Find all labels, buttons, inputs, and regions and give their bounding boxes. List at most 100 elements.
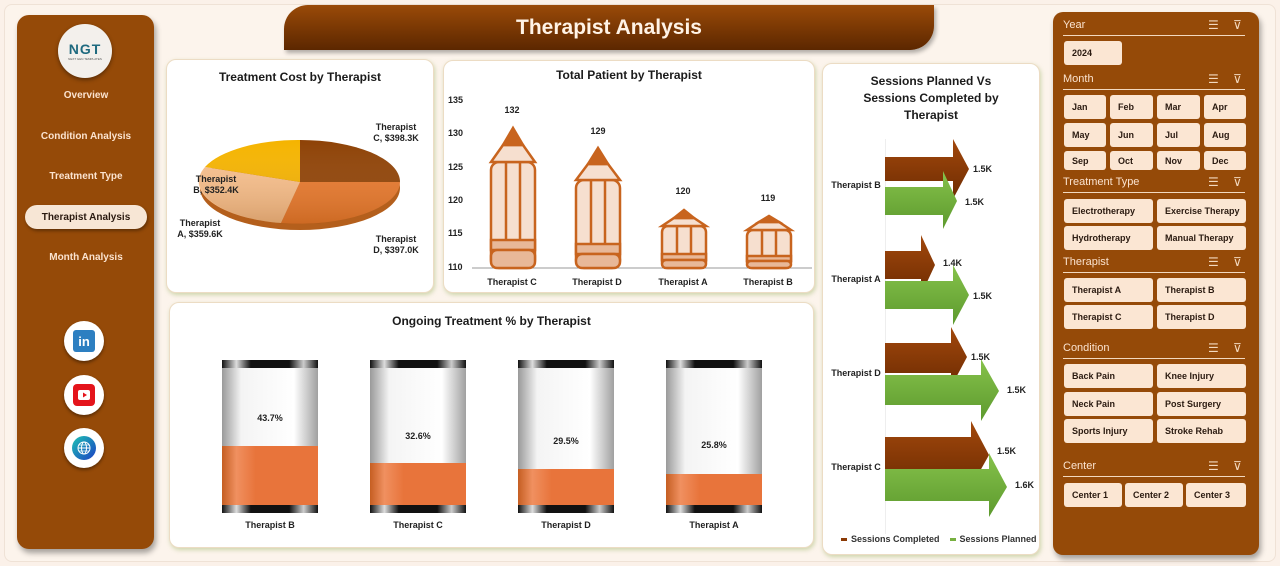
logo-subtext: NEXT GEN TEMPLATES bbox=[68, 57, 102, 61]
month-mar[interactable]: Mar bbox=[1157, 95, 1200, 119]
clear-filter-icon[interactable]: ⊽ bbox=[1233, 255, 1242, 269]
treatment-cost-chart: Treatment Cost by Therapist Therapist B, … bbox=[166, 59, 434, 293]
y-tick: 120 bbox=[448, 195, 464, 205]
website-button[interactable] bbox=[64, 428, 104, 468]
center-1[interactable]: Center 1 bbox=[1064, 483, 1122, 507]
arrow-a-planned[interactable] bbox=[885, 265, 969, 325]
center-2[interactable]: Center 2 bbox=[1125, 483, 1183, 507]
value-label: 1.5K bbox=[971, 352, 991, 362]
month-sep[interactable]: Sep bbox=[1064, 151, 1106, 170]
cylinder-therapist-a[interactable] bbox=[666, 360, 762, 513]
month-jul[interactable]: Jul bbox=[1157, 123, 1200, 147]
pie-label-d: Therapist D, $397.0K bbox=[373, 234, 419, 255]
condition-knee-injury[interactable]: Knee Injury bbox=[1157, 364, 1246, 388]
legend-planned[interactable]: Sessions Planned bbox=[949, 534, 1037, 544]
value-label: 132 bbox=[504, 105, 520, 115]
condition-sports-injury[interactable]: Sports Injury bbox=[1064, 419, 1153, 443]
treatment-exercise[interactable]: Exercise Therapy bbox=[1157, 199, 1246, 223]
multiselect-icon[interactable]: ☰ bbox=[1208, 72, 1219, 86]
multiselect-icon[interactable]: ☰ bbox=[1208, 459, 1219, 473]
sessions-chart: Sessions Planned Vs Sessions Completed b… bbox=[822, 63, 1040, 555]
bar-therapist-a[interactable] bbox=[657, 208, 711, 270]
year-2024[interactable]: 2024 bbox=[1064, 41, 1122, 65]
month-jan[interactable]: Jan bbox=[1064, 95, 1106, 119]
month-dec[interactable]: Dec bbox=[1204, 151, 1246, 170]
slicer-therapist-header: Therapist ☰ ⊽ bbox=[1063, 253, 1245, 273]
chart-legend: Sessions Completed Sessions Planned bbox=[841, 534, 1037, 544]
multiselect-icon[interactable]: ☰ bbox=[1208, 255, 1219, 269]
month-may[interactable]: May bbox=[1064, 123, 1106, 147]
linkedin-button[interactable]: in bbox=[64, 321, 104, 361]
value-label: 43.7% bbox=[257, 413, 283, 423]
arrow-a-completed[interactable] bbox=[885, 235, 935, 295]
clear-filter-icon[interactable]: ⊽ bbox=[1233, 72, 1242, 86]
nav-therapist-analysis[interactable]: Therapist Analysis bbox=[25, 205, 147, 229]
y-tick: 110 bbox=[448, 262, 463, 272]
condition-back-pain[interactable]: Back Pain bbox=[1064, 364, 1153, 388]
therapist-c[interactable]: Therapist C bbox=[1064, 305, 1153, 329]
value-label: 1.5K bbox=[1007, 385, 1027, 395]
arrow-d-completed[interactable] bbox=[885, 327, 967, 387]
nav-month-analysis[interactable]: Month Analysis bbox=[49, 251, 123, 263]
nav-treatment-type[interactable]: Treatment Type bbox=[49, 170, 123, 182]
therapist-a[interactable]: Therapist A bbox=[1064, 278, 1153, 302]
arrow-c-completed[interactable] bbox=[885, 421, 989, 487]
bar-therapist-d[interactable] bbox=[573, 145, 623, 270]
clear-filter-icon[interactable]: ⊽ bbox=[1233, 341, 1242, 355]
condition-neck-pain[interactable]: Neck Pain bbox=[1064, 392, 1153, 416]
slicer-treatment-header: Treatment Type ☰ ⊽ bbox=[1063, 173, 1245, 193]
multiselect-icon[interactable]: ☰ bbox=[1208, 341, 1219, 355]
clear-filter-icon[interactable]: ⊽ bbox=[1233, 459, 1242, 473]
arrow-b-completed[interactable] bbox=[885, 139, 969, 199]
value-label: 1.6K bbox=[1015, 480, 1035, 490]
month-oct[interactable]: Oct bbox=[1110, 151, 1153, 170]
bar-therapist-b[interactable] bbox=[742, 214, 796, 270]
cylinder-therapist-d[interactable] bbox=[518, 360, 614, 513]
arrow-c-planned[interactable] bbox=[885, 453, 1007, 517]
condition-stroke-rehab[interactable]: Stroke Rehab bbox=[1157, 419, 1246, 443]
chart-title: Total Patient by Therapist bbox=[556, 68, 702, 82]
svg-text:in: in bbox=[78, 334, 90, 349]
nav-condition-analysis[interactable]: Condition Analysis bbox=[40, 130, 132, 142]
multiselect-icon[interactable]: ☰ bbox=[1208, 18, 1219, 32]
month-feb[interactable]: Feb bbox=[1110, 95, 1153, 119]
condition-post-surgery[interactable]: Post Surgery bbox=[1157, 392, 1246, 416]
value-label: 119 bbox=[760, 193, 776, 203]
value-label: 1.5K bbox=[973, 291, 993, 301]
center-3[interactable]: Center 3 bbox=[1186, 483, 1246, 507]
y-tick: 130 bbox=[448, 128, 464, 138]
slicer-month-header: Month ☰ ⊽ bbox=[1063, 70, 1245, 90]
month-jun[interactable]: Jun bbox=[1110, 123, 1153, 147]
pie-chart bbox=[198, 139, 400, 230]
globe-icon bbox=[72, 436, 96, 460]
month-aug[interactable]: Aug bbox=[1204, 123, 1246, 147]
therapist-d[interactable]: Therapist D bbox=[1157, 305, 1246, 329]
value-label: 25.8% bbox=[701, 440, 727, 450]
cylinder-therapist-c[interactable] bbox=[370, 360, 466, 513]
treatment-manual[interactable]: Manual Therapy bbox=[1157, 226, 1246, 250]
bar-therapist-c[interactable] bbox=[488, 125, 538, 270]
cylinder-therapist-b[interactable] bbox=[222, 360, 318, 513]
y-label: Therapist A bbox=[831, 274, 881, 284]
x-label: Therapist C bbox=[487, 277, 537, 287]
month-nov[interactable]: Nov bbox=[1157, 151, 1200, 170]
therapist-b[interactable]: Therapist B bbox=[1157, 278, 1246, 302]
ngt-logo: NGT NEXT GEN TEMPLATES bbox=[58, 24, 112, 78]
chart-title: Ongoing Treatment % by Therapist bbox=[392, 314, 591, 328]
multiselect-icon[interactable]: ☰ bbox=[1208, 175, 1219, 189]
value-label: 1.5K bbox=[973, 164, 993, 174]
treatment-hydrotherapy[interactable]: Hydrotherapy bbox=[1064, 226, 1153, 250]
youtube-button[interactable] bbox=[64, 375, 104, 415]
value-label: 120 bbox=[675, 186, 691, 196]
filter-panel: Year ☰ ⊽ 2024 Month ☰ ⊽ Jan Feb Mar Apr … bbox=[1053, 12, 1259, 555]
arrow-bars bbox=[885, 139, 1007, 534]
arrow-d-planned[interactable] bbox=[885, 359, 999, 421]
arrow-b-planned[interactable] bbox=[885, 171, 957, 229]
clear-filter-icon[interactable]: ⊽ bbox=[1233, 175, 1242, 189]
y-label: Therapist C bbox=[831, 462, 881, 472]
treatment-electrotherapy[interactable]: Electrotherapy bbox=[1064, 199, 1153, 223]
clear-filter-icon[interactable]: ⊽ bbox=[1233, 18, 1242, 32]
legend-completed[interactable]: Sessions Completed bbox=[841, 534, 940, 544]
nav-overview[interactable]: Overview bbox=[63, 89, 109, 101]
month-apr[interactable]: Apr bbox=[1204, 95, 1246, 119]
